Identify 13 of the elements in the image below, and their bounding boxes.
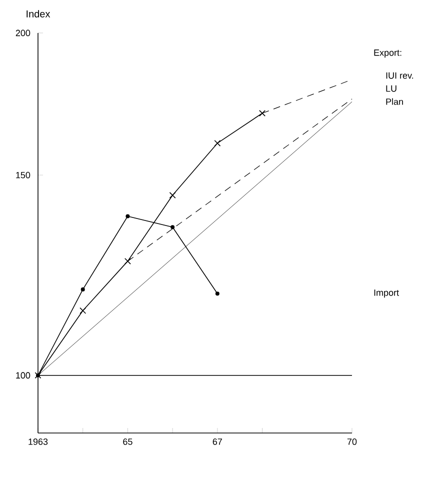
- legend-title: Export:: [374, 50, 402, 58]
- x-tick-label: 65: [123, 438, 132, 445]
- text: Plan: [386, 98, 403, 105]
- text: Import: [374, 290, 399, 298]
- text: IUI rev.: [386, 72, 414, 79]
- text: LU: [386, 85, 396, 92]
- x-tick-label: 70: [347, 438, 357, 445]
- y-axis-title: Index: [26, 10, 50, 18]
- y-tick-label: 100: [16, 372, 30, 379]
- y-tick-label: 150: [16, 172, 30, 178]
- x-tick-label: 1963: [28, 438, 48, 445]
- y-tick-label: 200: [16, 30, 30, 36]
- x-tick-label: 67: [212, 438, 222, 445]
